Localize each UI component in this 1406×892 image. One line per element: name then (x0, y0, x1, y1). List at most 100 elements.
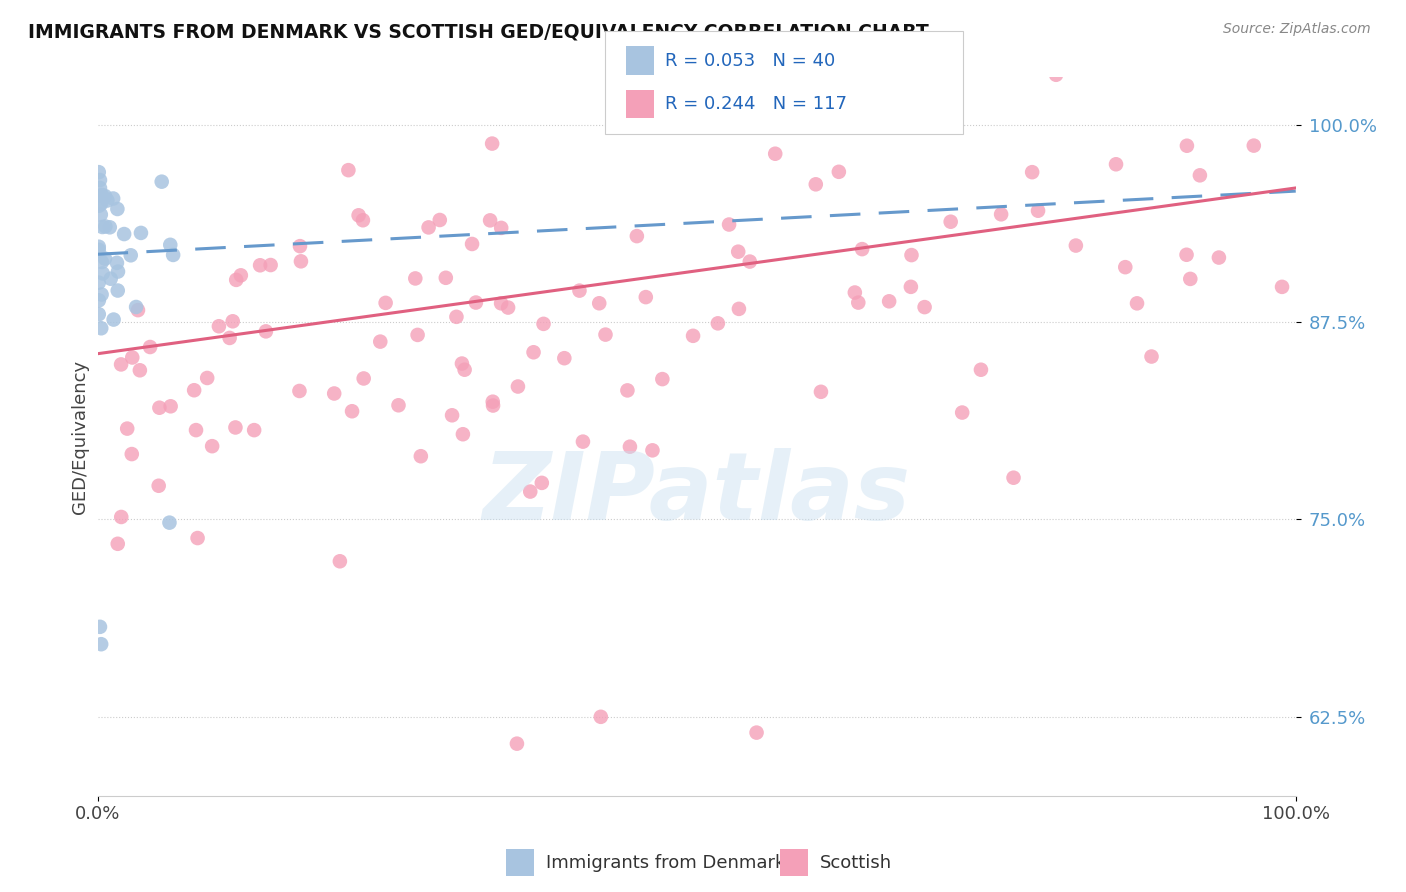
Point (589, 710, 612, 724)
Point (418, 220, 440, 235)
Point (481, 394, 503, 409)
Point (353, 371, 375, 385)
Point (249, 258, 271, 272)
Point (222, 314, 245, 328)
Point (1243, 138, 1265, 153)
Point (159, 399, 181, 413)
Point (374, 296, 396, 310)
Point (148, 479, 170, 493)
Text: R = 0.244   N = 117: R = 0.244 N = 117 (665, 95, 846, 112)
Point (481, 136, 503, 151)
Point (96, 194, 118, 208)
Point (98, 220, 121, 235)
Point (616, 384, 638, 398)
Point (87, 293, 110, 308)
Point (1208, 251, 1230, 265)
Point (162, 248, 184, 262)
Point (107, 537, 129, 551)
Point (120, 248, 142, 262)
Point (409, 449, 432, 463)
Point (127, 303, 149, 318)
Point (877, 294, 900, 309)
Point (1064, 238, 1087, 252)
Point (368, 334, 391, 349)
Point (87, 307, 110, 321)
Point (290, 254, 312, 268)
Point (159, 237, 181, 252)
Point (225, 273, 247, 287)
Point (89, 620, 111, 634)
Point (1188, 169, 1211, 183)
Point (519, 484, 541, 499)
Point (482, 399, 505, 413)
Point (103, 312, 125, 326)
Point (101, 192, 124, 206)
Point (107, 264, 129, 278)
Point (90, 255, 112, 269)
Point (201, 439, 224, 453)
Text: ZIPatlas: ZIPatlas (482, 448, 911, 540)
Point (1180, 272, 1202, 286)
Point (738, 254, 761, 268)
Point (91, 219, 114, 234)
Point (112, 227, 135, 241)
Point (89, 181, 111, 195)
Point (94, 252, 117, 266)
Point (90, 637, 112, 651)
Point (352, 213, 374, 227)
Point (900, 280, 922, 294)
Point (87, 276, 110, 290)
Point (1114, 260, 1136, 275)
Point (87, 199, 110, 213)
Point (626, 229, 648, 244)
Point (464, 295, 486, 310)
Y-axis label: GED/Equivalency: GED/Equivalency (72, 359, 89, 514)
Point (828, 165, 851, 179)
Text: R = 0.053   N = 40: R = 0.053 N = 40 (665, 52, 835, 70)
Point (728, 301, 751, 316)
Point (224, 420, 246, 434)
Point (105, 256, 128, 270)
Point (533, 317, 555, 331)
Point (810, 384, 832, 399)
Point (183, 383, 205, 397)
Point (429, 213, 451, 227)
Point (121, 351, 143, 365)
Point (553, 351, 575, 366)
Point (139, 340, 162, 354)
Point (1175, 248, 1198, 262)
Point (851, 242, 873, 256)
Point (804, 178, 827, 192)
Point (914, 300, 936, 314)
Point (128, 363, 150, 377)
Point (718, 218, 741, 232)
Point (641, 443, 664, 458)
Point (1140, 350, 1163, 364)
Point (187, 531, 209, 545)
Point (990, 207, 1012, 221)
Point (150, 175, 173, 189)
Point (434, 270, 457, 285)
Point (619, 440, 641, 454)
Point (323, 386, 346, 401)
Point (129, 226, 152, 240)
Point (900, 248, 922, 262)
Point (89, 173, 111, 187)
Point (100, 271, 122, 285)
Point (90, 189, 112, 203)
Point (939, 215, 962, 229)
Point (695, 110, 717, 124)
Point (387, 398, 409, 412)
Point (461, 237, 484, 252)
Point (105, 202, 128, 216)
Point (682, 328, 704, 343)
Point (453, 362, 475, 376)
Point (568, 284, 591, 298)
Point (727, 244, 749, 259)
Point (91, 187, 114, 202)
Point (1105, 157, 1128, 171)
Point (87, 243, 110, 257)
Point (451, 427, 474, 442)
Point (90, 321, 112, 335)
Point (94, 189, 117, 203)
